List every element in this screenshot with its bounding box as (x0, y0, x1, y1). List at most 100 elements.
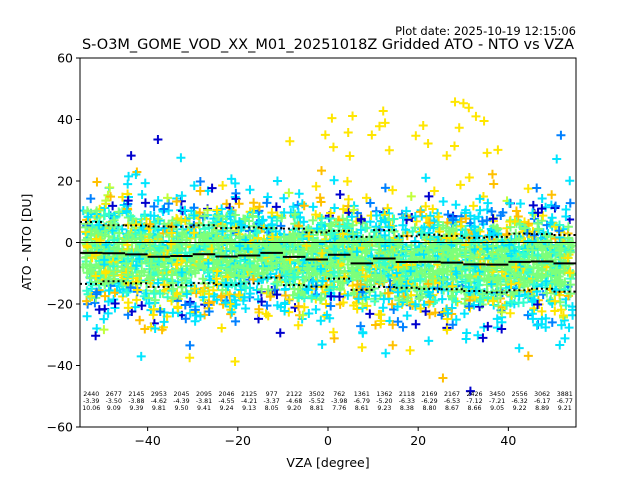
scatter-marker (370, 291, 380, 301)
scatter-marker (181, 314, 191, 324)
scatter-marker (222, 257, 232, 267)
bin-std-label: 8.66 (468, 405, 482, 412)
scatter-marker (177, 228, 187, 238)
scatter-marker (401, 225, 411, 235)
bin-mean-label: -4.21 (241, 398, 257, 405)
scatter-marker (177, 268, 187, 278)
bin-std-label: 9.81 (152, 405, 166, 412)
scatter-marker (559, 266, 569, 276)
scatter-marker (137, 301, 147, 311)
scatter-marker (475, 297, 485, 307)
scatter-marker (230, 357, 240, 367)
scatter-marker (226, 244, 236, 254)
scatter-marker (349, 268, 359, 278)
scatter-marker (556, 320, 566, 330)
scatter-marker (451, 315, 461, 325)
scatter-marker (326, 291, 336, 301)
scatter-marker (541, 322, 551, 332)
scatter-marker (326, 301, 336, 311)
scatter-marker (401, 206, 411, 216)
scatter-marker (166, 239, 176, 249)
scatter-marker (297, 199, 307, 209)
scatter-marker (234, 217, 244, 227)
scatter-marker (437, 294, 447, 304)
scatter-marker (464, 172, 474, 182)
scatter-marker (225, 299, 235, 309)
scatter-marker (369, 283, 379, 293)
scatter-marker (231, 316, 241, 326)
scatter-marker (361, 246, 371, 256)
scatter-marker (195, 251, 205, 261)
bin-std-label: 9.09 (107, 405, 121, 412)
scatter-marker (221, 298, 231, 308)
scatter-marker (311, 210, 321, 220)
bin-std-label: 10.06 (82, 405, 100, 412)
scatter-marker (189, 181, 199, 191)
scatter-marker (234, 271, 244, 281)
scatter-marker (425, 291, 435, 301)
scatter-marker (284, 188, 294, 198)
scatter-marker (153, 232, 163, 242)
scatter-marker (311, 260, 321, 270)
scatter-marker (328, 327, 338, 337)
scatter-marker (488, 296, 498, 306)
scatter-marker (272, 277, 282, 287)
scatter-marker (302, 273, 312, 283)
scatter-marker (448, 213, 458, 223)
scatter-marker (99, 255, 109, 265)
scatter-marker (180, 273, 190, 283)
scatter-marker (304, 231, 314, 241)
scatter-marker (150, 324, 160, 334)
scatter-marker (204, 307, 214, 317)
scatter-marker (308, 215, 318, 225)
scatter-marker (239, 263, 249, 273)
bin-mean-label: -6.79 (354, 398, 370, 405)
scatter-marker (315, 212, 325, 222)
scatter-marker (241, 304, 251, 314)
scatter-marker (475, 227, 485, 237)
scatter-marker (468, 254, 478, 264)
scatter-marker (293, 240, 303, 250)
scatter-marker (410, 236, 420, 246)
scatter-marker (357, 218, 367, 228)
bin-std-label: 9.05 (490, 405, 504, 412)
scatter-marker (149, 202, 159, 212)
scatter-marker (493, 273, 503, 283)
scatter-marker (337, 278, 347, 288)
scatter-marker (103, 278, 113, 288)
x-axis: −40 −20 0 20 40 (134, 427, 516, 448)
y-tick-label: 40 (57, 112, 73, 127)
scatter-marker (329, 203, 339, 213)
scatter-marker (506, 279, 516, 289)
scatter-marker (551, 201, 561, 211)
scatter-marker (82, 311, 92, 321)
scatter-marker (469, 222, 479, 232)
scatter-marker (421, 201, 431, 211)
scatter-marker (103, 308, 113, 318)
scatter-marker (177, 282, 187, 292)
bin-mean-label: -3.88 (128, 398, 144, 405)
scatter-marker (338, 204, 348, 214)
scatter-marker (159, 317, 169, 327)
scatter-marker (327, 113, 337, 123)
scatter-marker (327, 229, 337, 239)
scatter-marker (356, 321, 366, 331)
scatter-marker (212, 259, 222, 269)
scatter-marker (351, 236, 361, 246)
scatter-marker (216, 292, 226, 302)
scatter-marker (464, 282, 474, 292)
scatter-marker (392, 268, 402, 278)
bin-count-label: 2122 (286, 391, 302, 398)
scatter-marker (92, 177, 102, 187)
scatter-marker (417, 228, 427, 238)
scatter-marker (241, 283, 251, 293)
bin-std-label: 9.24 (220, 405, 234, 412)
scatter-marker (123, 196, 133, 206)
scatter-marker (374, 121, 384, 131)
scatter-marker (482, 244, 492, 254)
scatter-marker (104, 209, 114, 219)
scatter-marker (448, 320, 458, 330)
scatter-marker (279, 264, 289, 274)
bin-mean-label: -3.81 (196, 398, 212, 405)
scatter-marker (528, 245, 538, 255)
